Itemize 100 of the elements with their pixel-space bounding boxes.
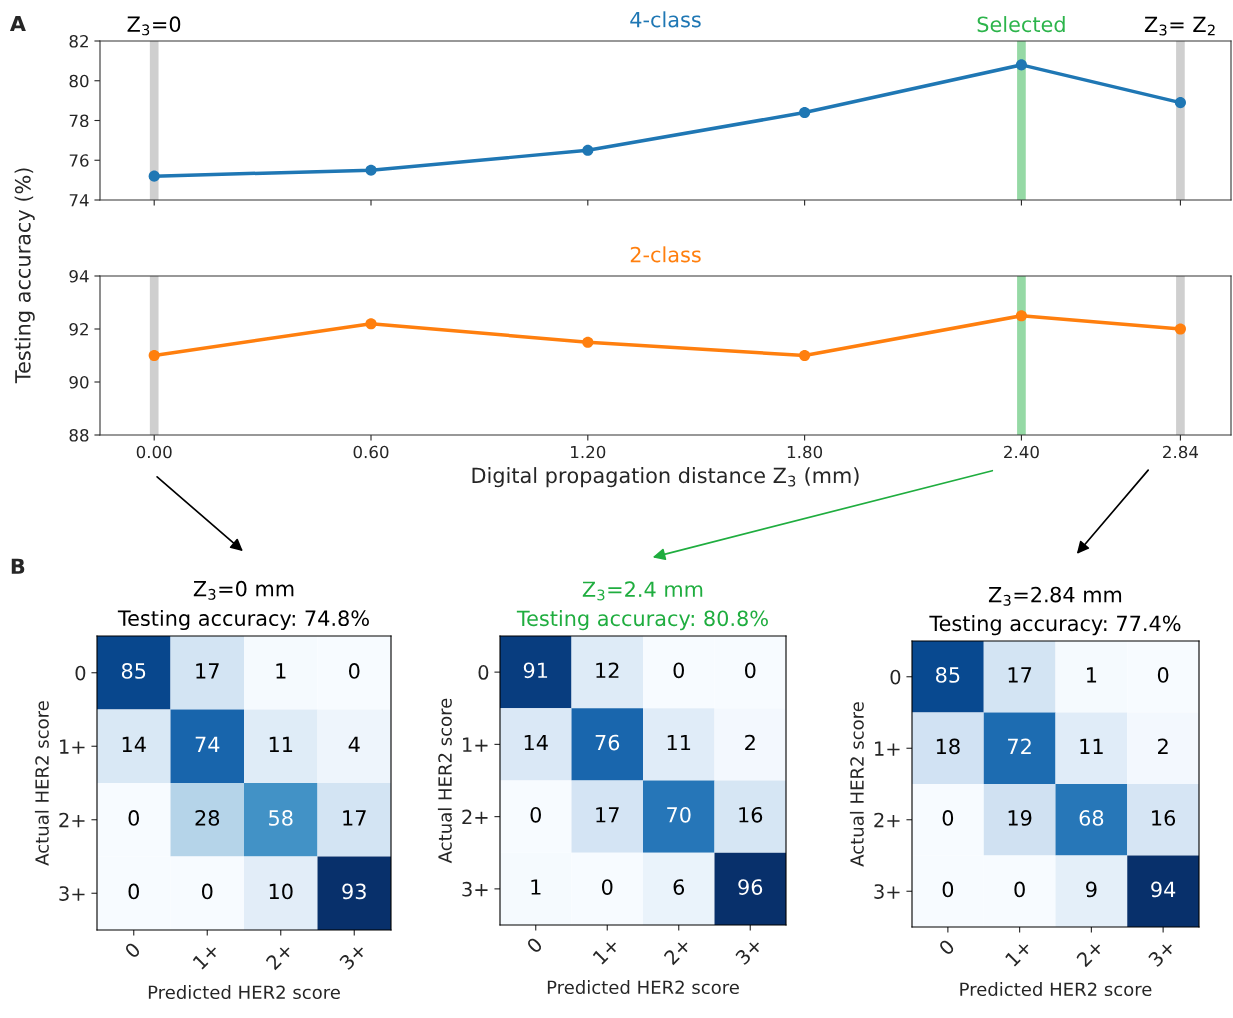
point [1174,97,1186,109]
text: 2-class [630,246,701,263]
point [799,349,811,362]
chart-subtitle: Testing accuracy: 74.8% [117,609,369,631]
x-tick-label: 1+ [592,937,620,965]
data-label: 58 [269,810,293,826]
data-label: 11 [1080,738,1103,754]
x-tick-label: 0.60 [353,445,389,459]
data-label: 1 [531,879,541,895]
point [1174,323,1186,335]
x-tick-label: 3+ [1147,939,1176,968]
data-label: 85 [936,667,960,683]
data-label: 0 [942,881,954,898]
y-tick-label: 74 [69,194,89,207]
data-label: 11 [667,734,691,751]
data-label: 6 [673,879,685,895]
x-tick-label: 1+ [192,942,220,970]
data-label: 0 [745,662,756,679]
data-label: 68 [1079,810,1104,826]
data-label: 16 [739,806,763,823]
y-tick-label: 2+ [874,812,900,828]
x-tick-label: 2.84 [1163,445,1199,459]
text: A [9,15,26,32]
y-tick-label: 78 [69,114,89,128]
chart-subtitle: Testing accuracy: 77.4% [929,615,1181,636]
x-tick-label: 2.40 [1004,445,1039,459]
y-tick-label: 3+ [59,886,85,901]
y-axis-title: Actual HER2 score [849,702,864,867]
point [365,164,377,176]
data-label: 28 [195,810,220,826]
y-axis-title: Testing accuracy (%) [14,168,35,384]
y-tick-label: 1+ [60,739,85,754]
chart-subtitle: Testing accuracy: 80.8% [516,610,768,631]
point [799,106,811,119]
data-label: 70 [667,806,691,823]
data-label: 16 [1152,810,1176,826]
y-tick-label: 94 [69,269,89,283]
data-label: 2 [745,734,755,751]
data-label: 0 [128,883,139,900]
data-label: 0 [1157,667,1169,683]
data-label: 76 [595,734,620,751]
y-tick-label: 82 [69,34,88,48]
y-tick-label: 1+ [463,737,488,752]
data-label: 93 [342,883,366,900]
data-label: 17 [596,807,619,823]
x-axis-title: Predicted HER2 score [148,985,340,1000]
data-label: 17 [196,663,219,679]
y-tick-label: 92 [69,322,88,336]
x-tick-label: 0 [123,941,142,959]
data-label: 14 [122,736,146,752]
band-label: Selected [977,16,1065,33]
y-tick-label: 90 [69,375,89,389]
y-tick-label: 76 [69,154,89,167]
x-tick-label: 0.00 [136,445,172,459]
y-tick-label: 3+ [874,884,900,899]
y-tick-label: 1+ [875,741,900,756]
data-label: 72 [1008,738,1031,754]
point [582,336,594,348]
data-label: 85 [121,663,146,679]
band-label: Z$_{3}$=0 [127,16,181,36]
data-label: 94 [1151,881,1176,898]
chart-title: Z$_{3}$=2.84 mm [988,586,1122,606]
data-label: 0 [128,810,139,826]
chart-title: Z$_{3}$=2.4 mm [582,581,703,601]
x-tick-label: 1+ [1004,939,1033,967]
data-label: 2 [1158,738,1168,754]
x-tick-label: 3+ [734,937,763,966]
data-label: 0 [202,883,213,900]
data-label: 4 [348,736,360,752]
x-tick-label: 1.80 [787,445,823,459]
data-label: 1 [1087,667,1097,683]
text: 4-class [630,11,701,28]
x-tick-label: 3+ [338,942,367,971]
y-tick-label: 80 [69,74,89,88]
data-label: 1 [276,663,286,679]
x-tick-label: 2+ [663,937,692,966]
chart-title: Z$_{3}$=0 mm [193,580,294,600]
point [148,170,160,182]
point [365,318,377,330]
data-label: 0 [1014,881,1025,898]
data-label: 74 [195,736,220,752]
y-axis-title: Actual HER2 score [437,698,452,864]
text: B [11,558,25,574]
point [582,144,594,156]
data-label: 0 [942,810,954,826]
x-tick-label: 0 [938,938,956,956]
x-tick-label: 1.20 [571,445,606,459]
data-label: 96 [738,879,763,895]
data-label: 91 [523,662,548,679]
x-axis-title: Digital propagation distance Z$_{3}$ (mm) [472,467,859,488]
x-tick-label: 0 [525,936,544,954]
y-tick-label: 0 [478,665,489,680]
y-tick-label: 2+ [59,812,85,828]
point [1015,59,1027,71]
x-axis-title: Predicted HER2 score [547,980,739,995]
data-label: 17 [1008,667,1032,683]
data-label: 18 [936,738,960,755]
data-label: 17 [343,810,366,826]
y-axis-title: Actual HER2 score [34,701,49,866]
y-tick-label: 0 [75,665,86,681]
